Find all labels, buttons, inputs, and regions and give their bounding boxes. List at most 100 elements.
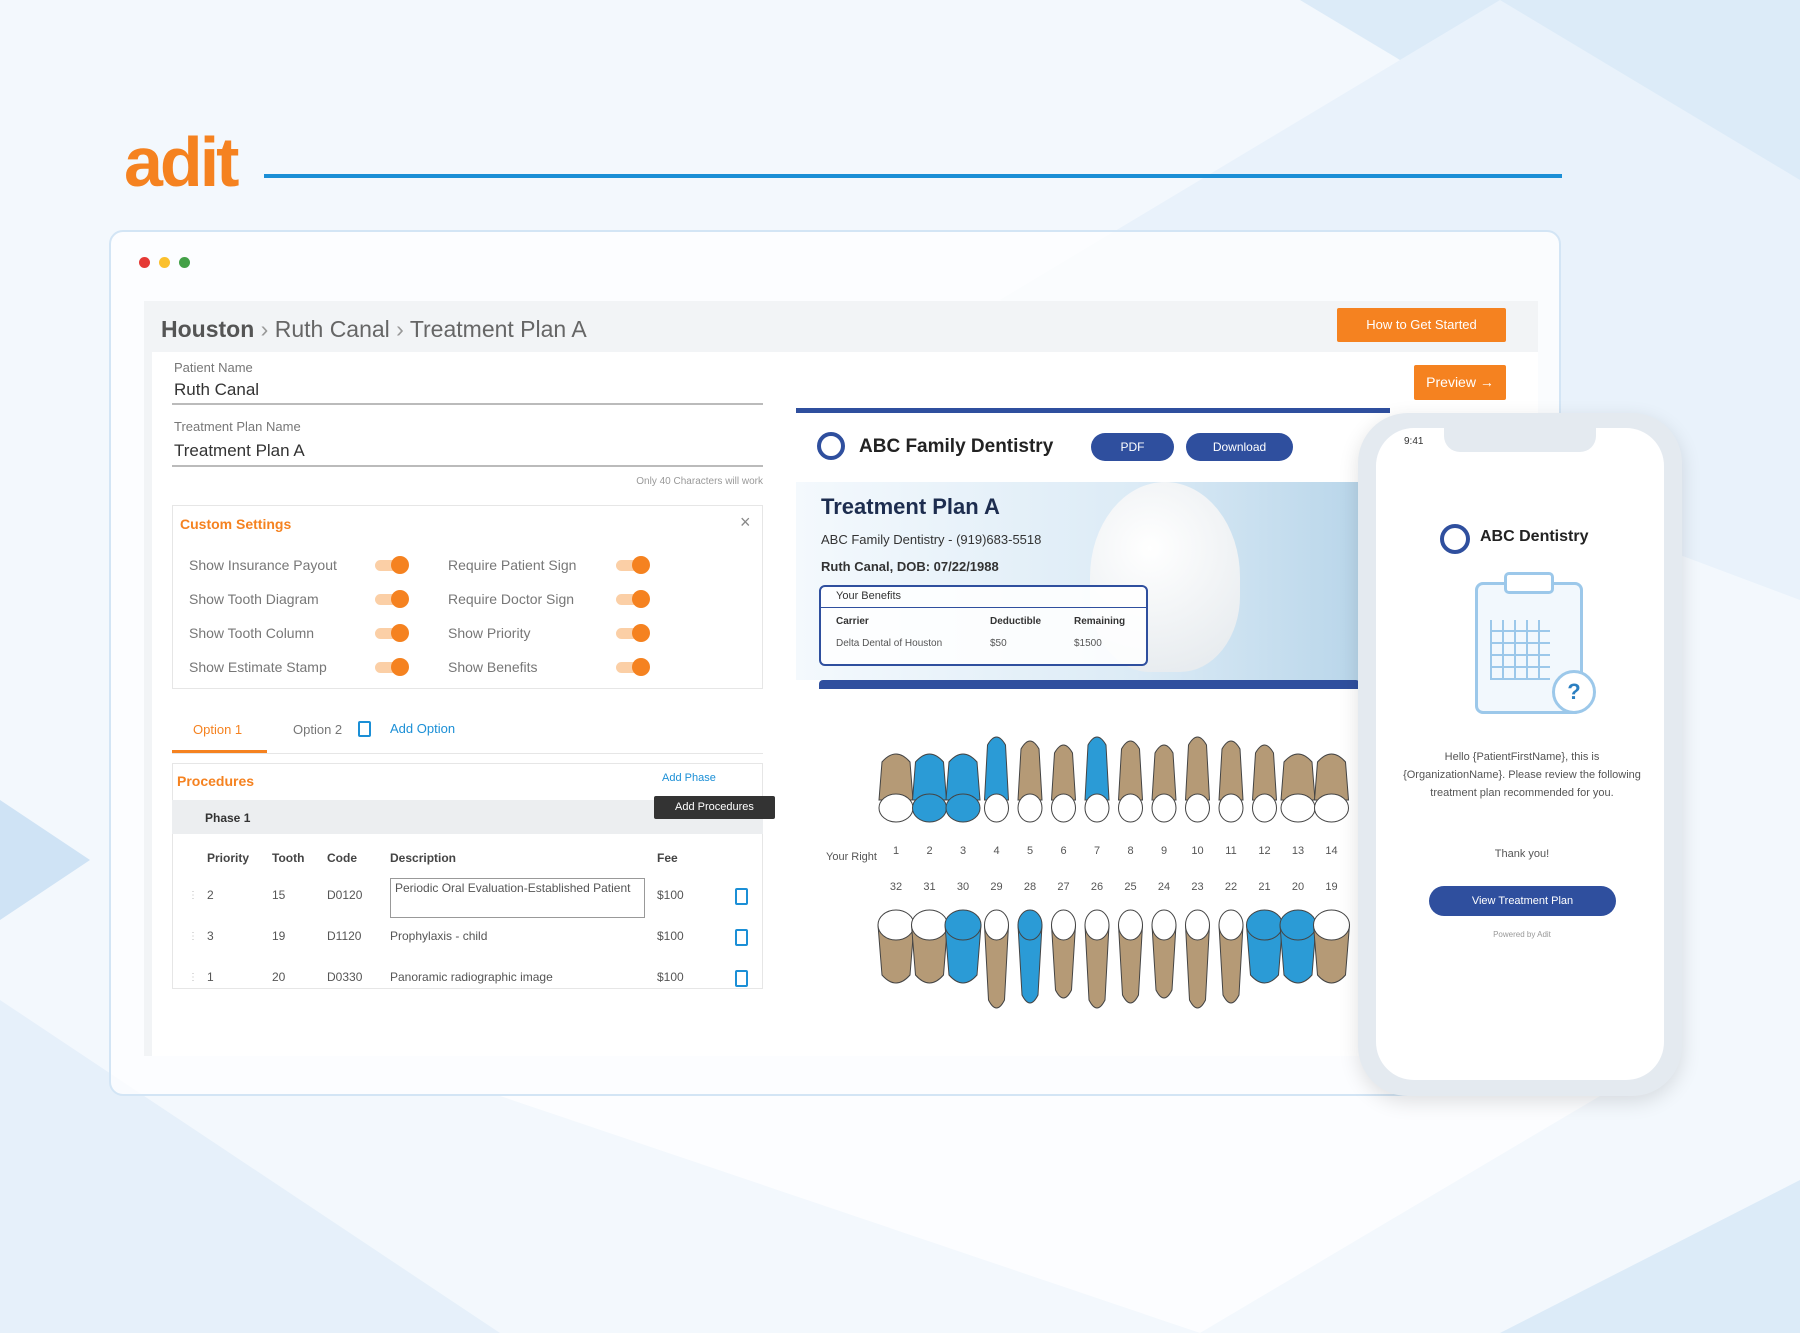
- benefits-header: Remaining: [1074, 616, 1126, 627]
- download-button[interactable]: Download: [1186, 433, 1293, 461]
- table-cell: $100: [657, 929, 684, 943]
- drag-handle: ⋮: [188, 890, 198, 901]
- table-header: Description: [390, 851, 457, 865]
- phone-screen: [1376, 428, 1664, 1080]
- view-plan-button[interactable]: View Treatment Plan: [1429, 886, 1616, 916]
- settings-title: Custom Settings: [180, 516, 292, 532]
- collapse-icon[interactable]: ×: [740, 512, 751, 532]
- separator: ›: [389, 316, 410, 342]
- field-value[interactable]: Treatment Plan A: [174, 441, 305, 460]
- table-cell: 15: [272, 888, 286, 902]
- field-underline: [172, 403, 763, 405]
- toggle-track[interactable]: [375, 662, 405, 673]
- toggle-track[interactable]: [616, 560, 646, 571]
- table-header: Code: [327, 851, 357, 865]
- phone-time: 9:41: [1404, 436, 1424, 447]
- breadcrumb-item: Treatment Plan A: [409, 316, 587, 342]
- logo: adit: [124, 123, 239, 201]
- tab[interactable]: Option 2: [293, 722, 343, 737]
- phone-footer: Powered by Adit: [1493, 930, 1551, 939]
- window-dot: [159, 257, 170, 268]
- add-phase[interactable]: Add Phase: [662, 772, 716, 784]
- window-dot: [179, 257, 190, 268]
- toggle-track[interactable]: [375, 560, 405, 571]
- toggle-track[interactable]: [375, 628, 405, 639]
- table-cell: 2: [207, 888, 214, 902]
- benefits-rule: [821, 607, 1146, 608]
- setting-label: Show Priority: [448, 625, 531, 641]
- toggle-track[interactable]: [375, 594, 405, 605]
- bg-shape: [500, 1096, 1600, 1333]
- setting-label: Require Patient Sign: [448, 557, 577, 573]
- toggle-knob[interactable]: [632, 556, 650, 574]
- setting-label: Show Tooth Diagram: [189, 591, 319, 607]
- table-cell: Periodic Oral Evaluation-Established Pat…: [390, 878, 645, 918]
- plan-title: Treatment Plan A: [821, 494, 1000, 519]
- field-label: Treatment Plan Name: [174, 419, 301, 434]
- benefits-box: [819, 585, 1148, 666]
- drag-handle: ⋮: [188, 972, 198, 983]
- toggle-knob[interactable]: [391, 590, 409, 608]
- toggle-knob[interactable]: [391, 658, 409, 676]
- table-cell: 19: [272, 929, 286, 943]
- toggle-knob[interactable]: [391, 624, 409, 642]
- practice-logo: [817, 432, 845, 460]
- plan-contact: ABC Family Dentistry - (919)683-5518: [821, 532, 1042, 547]
- breadcrumb-item[interactable]: Ruth Canal: [274, 316, 390, 342]
- table-cell: D1120: [327, 929, 362, 943]
- practice-name: ABC Family Dentistry: [859, 436, 1054, 457]
- table-cell: D0120: [327, 888, 363, 902]
- toggle-knob[interactable]: [632, 624, 650, 642]
- benefits-header: Deductible: [990, 616, 1042, 627]
- toggle-knob[interactable]: [632, 658, 650, 676]
- phone-notch: [1444, 428, 1596, 452]
- table-cell: Panoramic radiographic image: [390, 970, 553, 984]
- get-started-button[interactable]: How to Get Started: [1337, 308, 1506, 342]
- drag-handle: ⋮: [188, 931, 198, 942]
- toggle-track[interactable]: [616, 628, 646, 639]
- tab-underline: [172, 750, 267, 753]
- table-cell: 3: [207, 929, 214, 943]
- delete-icon[interactable]: [735, 970, 748, 987]
- bg-shape: [0, 800, 90, 920]
- phone-logo: [1440, 524, 1470, 554]
- clipboard-clip: [1504, 572, 1554, 594]
- preview-top-rule: [796, 408, 1390, 413]
- field-hint: Only 40 Characters will work: [636, 476, 763, 487]
- benefits-header: Carrier: [836, 616, 869, 627]
- phone-message: Hello {PatientFirstName}, this is {Organ…: [1403, 751, 1641, 799]
- add-option[interactable]: Add Option: [390, 721, 456, 736]
- preview-button[interactable]: Preview →: [1414, 365, 1506, 400]
- tab[interactable]: Option 1: [193, 722, 243, 737]
- clipboard-grid: [1490, 620, 1550, 680]
- tooltip: Add Procedures: [654, 796, 775, 819]
- pdf-button[interactable]: PDF: [1091, 433, 1174, 461]
- copy-icon: [358, 721, 371, 737]
- breadcrumb: Houston › Ruth Canal › Treatment Plan A: [161, 316, 587, 343]
- toggle-track[interactable]: [616, 662, 646, 673]
- toggle-track[interactable]: [616, 594, 646, 605]
- breadcrumb-item[interactable]: Houston: [161, 316, 255, 342]
- benefits-cell: Delta Dental of Houston: [836, 638, 943, 649]
- procedures-title: Procedures: [177, 773, 255, 789]
- help-badge: ?: [1552, 670, 1596, 714]
- tab-rule: [172, 753, 763, 754]
- plan-patient: Ruth Canal, DOB: 07/22/1988: [821, 559, 999, 574]
- delete-icon[interactable]: [735, 929, 748, 946]
- chart-bar: [819, 680, 1360, 689]
- setting-label: Show Benefits: [448, 659, 538, 675]
- toggle-knob[interactable]: [632, 590, 650, 608]
- table-cell: $100: [657, 970, 684, 984]
- delete-icon[interactable]: [735, 888, 748, 905]
- benefits-title: Your Benefits: [836, 590, 902, 602]
- table-cell: D0330: [327, 970, 363, 984]
- setting-label: Show Insurance Payout: [189, 557, 337, 573]
- field-value[interactable]: Ruth Canal: [174, 380, 260, 399]
- phone-thanks: Thank you!: [1494, 848, 1550, 860]
- phone-practice: ABC Dentistry: [1480, 528, 1589, 545]
- field-underline: [172, 465, 763, 467]
- toggle-knob[interactable]: [391, 556, 409, 574]
- benefits-cell: $1500: [1074, 638, 1102, 649]
- setting-label: Show Estimate Stamp: [189, 659, 327, 675]
